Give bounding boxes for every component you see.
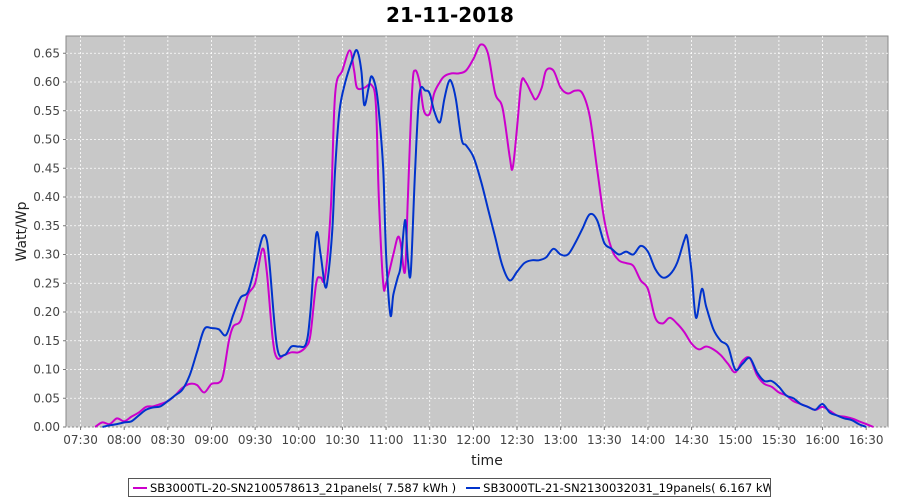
x-tick-label: 08:30 — [151, 433, 186, 447]
legend-item-2: SB3000TL-21-SN2130032031_19panels( 6.167… — [466, 480, 771, 495]
y-tick-label: 0.30 — [33, 248, 60, 262]
x-tick-label: 16:30 — [849, 433, 884, 447]
y-tick-label: 0.05 — [33, 391, 60, 405]
gridlines — [66, 36, 888, 428]
y-tick-label: 0.10 — [33, 363, 60, 377]
y-axis-ticks: 0.00 0.05 0.10 0.15 0.20 0.25 0.30 0.35 0.40 0.45… — [33, 46, 66, 434]
legend-label: SB3000TL-20-SN2100578613_21panels( 7.587… — [150, 480, 457, 495]
y-tick-label: 0.25 — [33, 276, 60, 290]
y-tick-label: 0.35 — [33, 219, 60, 233]
x-tick-label: 15:00 — [718, 433, 753, 447]
x-tick-label: 09:30 — [238, 433, 273, 447]
series-lines — [94, 43, 874, 428]
y-tick-label: 0.15 — [33, 334, 60, 348]
x-tick-label: 12:00 — [456, 433, 491, 447]
y-tick-label: 0.00 — [33, 420, 60, 434]
x-tick-label: 12:30 — [500, 433, 535, 447]
x-tick-label: 11:00 — [369, 433, 404, 447]
legend-swatch — [133, 486, 147, 489]
x-tick-label: 10:30 — [325, 433, 360, 447]
x-tick-label: 11:30 — [412, 433, 447, 447]
y-tick-label: 0.65 — [33, 46, 60, 60]
chart-title: 21-11-2018 — [386, 3, 514, 27]
legend-swatch — [466, 486, 481, 489]
x-axis-ticks: 07:30 08:00 08:30 09:00 09:30 10:00 10:30 11:00… — [63, 427, 883, 447]
plot-area — [65, 35, 889, 428]
x-tick-label: 08:00 — [107, 433, 142, 447]
x-tick-label: 14:00 — [631, 433, 666, 447]
y-axis-label: Watt/Wp — [14, 201, 30, 261]
x-tick-label: 15:30 — [762, 433, 797, 447]
legend-item-1: SB3000TL-20-SN2100578613_21panels( 7.587… — [133, 481, 456, 495]
x-tick-label: 09:00 — [194, 433, 229, 447]
x-tick-label: 10:00 — [281, 433, 316, 447]
chart-legend: SB3000TL-20-SN2100578613_21panels( 7.587… — [128, 478, 771, 497]
x-tick-label: 16:00 — [805, 433, 840, 447]
legend-label: SB3000TL-21-SN2130032031_19panels( 6.167… — [483, 480, 771, 495]
y-tick-label: 0.60 — [33, 75, 60, 89]
x-tick-label: 13:30 — [587, 433, 622, 447]
y-tick-label: 0.45 — [33, 161, 60, 175]
x-tick-label: 07:30 — [63, 433, 98, 447]
series-line-2 — [102, 49, 867, 428]
x-tick-label: 14:30 — [674, 433, 709, 447]
y-tick-label: 0.40 — [33, 190, 60, 204]
y-tick-label: 0.50 — [33, 133, 60, 147]
y-tick-label: 0.20 — [33, 305, 60, 319]
x-axis-label: time — [471, 453, 503, 469]
x-tick-label: 13:00 — [543, 433, 578, 447]
series-line-1 — [94, 43, 874, 428]
y-tick-label: 0.55 — [33, 104, 60, 118]
